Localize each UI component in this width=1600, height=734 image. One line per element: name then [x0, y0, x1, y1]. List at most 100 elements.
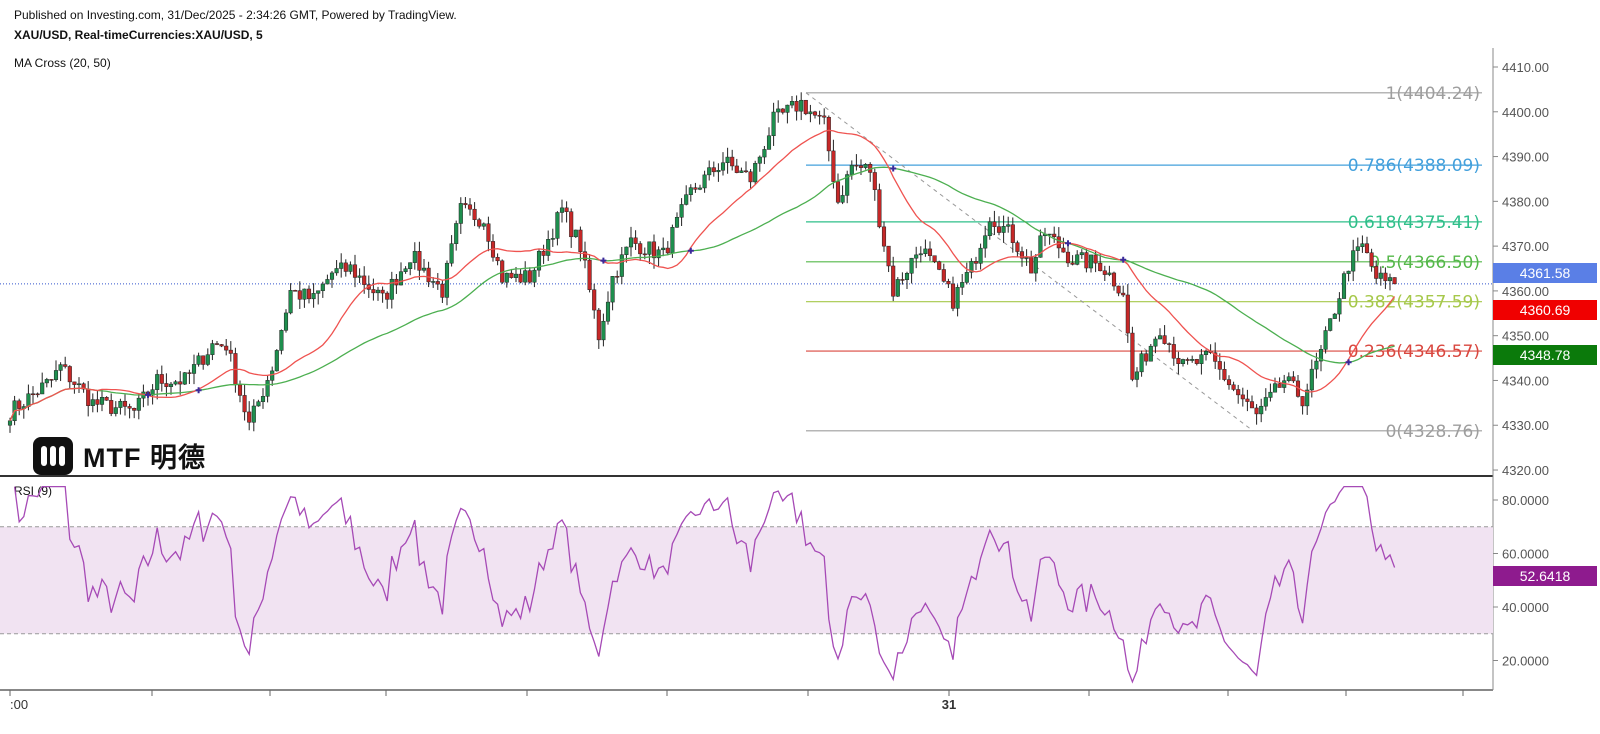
candle-body [325, 279, 330, 285]
candle-body [748, 171, 753, 183]
candle-body [914, 254, 919, 259]
candle-body [1323, 330, 1328, 350]
candle-body [651, 241, 657, 259]
candle-body [228, 349, 233, 354]
candle-body [693, 187, 698, 190]
candle-body [734, 165, 739, 173]
candle-body [1291, 376, 1296, 382]
candle-body [182, 372, 187, 385]
candle-body [1309, 368, 1314, 391]
candle-body [495, 257, 500, 262]
candle-body [812, 111, 818, 116]
candle-body [978, 247, 983, 264]
ma-fast-line [9, 129, 1396, 422]
candle-body [44, 379, 49, 384]
candle-body [1286, 376, 1291, 381]
candle-body [858, 165, 864, 168]
candle-body [909, 257, 914, 274]
candle-body [992, 221, 997, 227]
candle-body [518, 273, 523, 283]
candle-body [1144, 353, 1149, 362]
candle-body [983, 235, 988, 249]
candle-body [302, 288, 307, 300]
candle-body [486, 223, 491, 242]
price-tick-label: 4340.00 [1502, 373, 1549, 388]
candle-body [279, 330, 284, 351]
candle-body [348, 264, 353, 272]
candle-body [113, 407, 118, 414]
fib-level-label: 0.236(4346.57) [1348, 342, 1480, 362]
candle-body [67, 366, 72, 383]
candle-body [1268, 391, 1273, 398]
candle-body [960, 282, 965, 288]
candle-body [1167, 343, 1172, 345]
candle-body [1075, 254, 1080, 265]
candle-body [541, 250, 546, 256]
candle-body [674, 217, 680, 228]
candle-body [329, 272, 335, 280]
candle-body [720, 162, 726, 171]
candle-body [555, 212, 560, 239]
logo-text: MTF 明德 [83, 443, 206, 473]
candle-body [697, 187, 703, 190]
candle-body [559, 207, 565, 213]
candle-body [104, 397, 109, 401]
candle-body [49, 379, 54, 381]
candle-body [371, 289, 376, 294]
candle-body [679, 204, 684, 218]
candle-body [831, 150, 836, 182]
candle-body [808, 111, 813, 115]
candle-body [840, 195, 845, 203]
candle-body [1070, 262, 1075, 265]
rsi-tick-label: 40.0000 [1502, 600, 1549, 615]
candle-body [762, 149, 767, 158]
candle-body [1383, 272, 1388, 282]
candle-body [311, 293, 316, 300]
candle-body [628, 237, 634, 248]
candle-body [1387, 277, 1393, 282]
candle-body [242, 395, 247, 413]
candle-body [375, 289, 381, 294]
fib-level-label: 0.618(4375.41) [1348, 213, 1480, 233]
candle-body [168, 383, 174, 387]
candle-body [1213, 352, 1218, 362]
candle-body [1125, 294, 1130, 334]
candle-body [1364, 243, 1370, 254]
candle-body [1176, 357, 1181, 364]
candle-body [417, 251, 422, 271]
candle-body [564, 207, 569, 212]
candle-body [1047, 233, 1052, 236]
candle-body [739, 170, 744, 173]
candle-body [964, 272, 969, 283]
candle-body [1029, 257, 1034, 274]
fib-level-label: 0.5(4366.50) [1369, 253, 1480, 273]
candle-body [1171, 344, 1176, 359]
candle-body [95, 399, 100, 405]
price-tick-label: 4390.00 [1502, 150, 1549, 165]
candle-body [256, 401, 261, 407]
candle-body [159, 374, 164, 384]
candle-body [30, 393, 36, 396]
candle-body [201, 355, 206, 365]
candle-body [7, 420, 13, 426]
candle-body [385, 292, 390, 300]
candle-body [923, 248, 928, 254]
candle-body [513, 273, 519, 278]
candle-body [546, 239, 551, 256]
candle-body [1318, 349, 1324, 362]
price-tick-label: 4380.00 [1502, 194, 1549, 209]
candle-body [17, 400, 22, 409]
candle-body [274, 350, 279, 372]
candle-body [63, 364, 68, 367]
rsi-tick-label: 60.0000 [1502, 547, 1549, 562]
symbol-title: XAU/USD, Real-timeCurrencies:XAU/USD, 5 [14, 28, 263, 42]
candle-body [707, 167, 712, 176]
candle-body [872, 172, 877, 190]
published-note: Published on Investing.com, 31/Dec/2025 … [14, 8, 457, 22]
candle-body [799, 99, 804, 112]
candle-body [527, 270, 532, 283]
mtf-logo: MTF 明德 [33, 436, 206, 475]
rsi-tick-label: 80.0000 [1502, 493, 1549, 508]
candle-body [463, 203, 468, 206]
